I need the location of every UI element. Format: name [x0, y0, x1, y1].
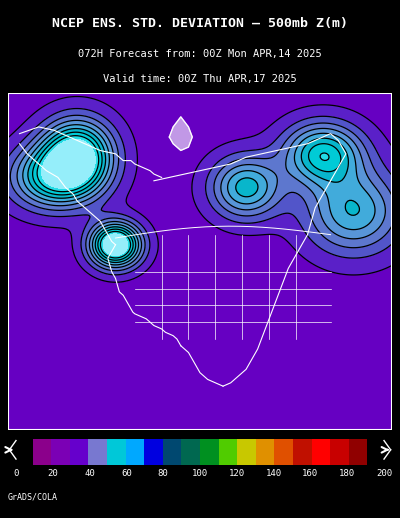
Text: 160: 160 — [302, 469, 318, 478]
Bar — [218, 439, 237, 465]
Text: 140: 140 — [266, 469, 282, 478]
Bar — [349, 439, 367, 465]
Bar — [126, 439, 144, 465]
Bar — [237, 439, 256, 465]
Bar — [293, 439, 312, 465]
Bar — [163, 439, 182, 465]
Bar — [88, 439, 107, 465]
Text: 072H Forecast from: 00Z Mon APR,14 2025: 072H Forecast from: 00Z Mon APR,14 2025 — [78, 49, 322, 59]
Bar — [70, 439, 88, 465]
Bar — [330, 439, 349, 465]
Text: 60: 60 — [121, 469, 132, 478]
Bar — [33, 439, 51, 465]
Text: 180: 180 — [339, 469, 355, 478]
Text: 100: 100 — [192, 469, 208, 478]
Bar — [51, 439, 70, 465]
Text: 120: 120 — [229, 469, 245, 478]
Text: NCEP ENS. STD. DEVIATION – 500mb Z(m): NCEP ENS. STD. DEVIATION – 500mb Z(m) — [52, 17, 348, 30]
Text: 40: 40 — [84, 469, 95, 478]
Text: 80: 80 — [158, 469, 168, 478]
Polygon shape — [169, 117, 192, 150]
Text: 20: 20 — [48, 469, 58, 478]
Bar — [256, 439, 274, 465]
Text: 200: 200 — [376, 469, 392, 478]
Text: GrADS/COLA: GrADS/COLA — [8, 493, 58, 502]
Bar — [274, 439, 293, 465]
Bar — [200, 439, 218, 465]
Bar — [144, 439, 163, 465]
Text: Valid time: 00Z Thu APR,17 2025: Valid time: 00Z Thu APR,17 2025 — [103, 74, 297, 84]
Bar — [107, 439, 126, 465]
Text: 0: 0 — [13, 469, 19, 478]
Bar — [312, 439, 330, 465]
Bar — [182, 439, 200, 465]
